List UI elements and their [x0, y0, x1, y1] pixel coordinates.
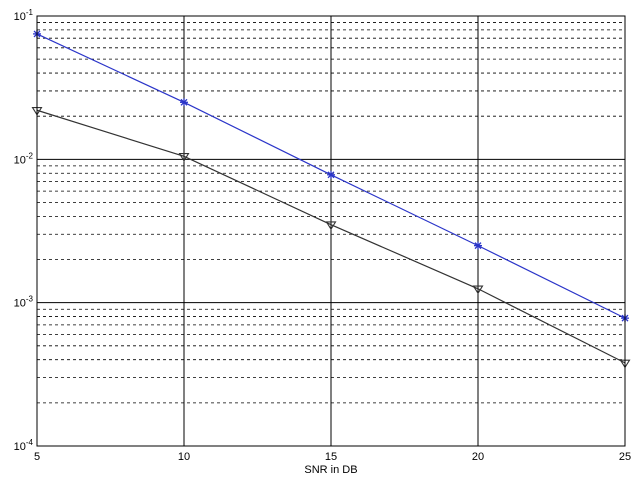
series-line-2: [36, 109, 626, 364]
y-tick-label: 10-1: [14, 8, 34, 23]
plot-frame: [36, 15, 626, 447]
x-tick-label: 15: [325, 451, 337, 463]
x-axis-label: SNR in DB: [304, 464, 357, 476]
y-tick-label: 10-3: [14, 295, 34, 310]
series-1-point: [327, 170, 335, 179]
y-tick-labels: 10-1 10-2 10-3 10-4: [14, 8, 34, 453]
x-tick-label: 20: [472, 451, 484, 463]
x-tick-label: 5: [34, 451, 40, 463]
x-tick-label: 10: [178, 451, 190, 463]
series-1-point: [474, 241, 482, 250]
series-layer: [31, 29, 631, 369]
series-2-point: [178, 153, 190, 162]
y-tick-label: 10-4: [14, 438, 34, 453]
x-tick-label: 25: [619, 451, 631, 463]
grid: [37, 16, 625, 446]
y-tick-label: 10-2: [14, 151, 34, 166]
series-1-point: [180, 98, 188, 107]
series-2-point: [325, 221, 337, 231]
x-tick-labels: 5 10 15 20 25: [34, 451, 631, 463]
series-2-point: [472, 285, 484, 295]
